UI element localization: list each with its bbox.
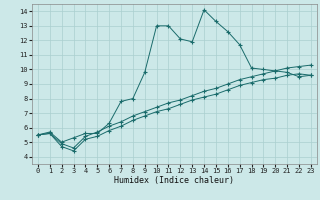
X-axis label: Humidex (Indice chaleur): Humidex (Indice chaleur) bbox=[115, 176, 234, 185]
